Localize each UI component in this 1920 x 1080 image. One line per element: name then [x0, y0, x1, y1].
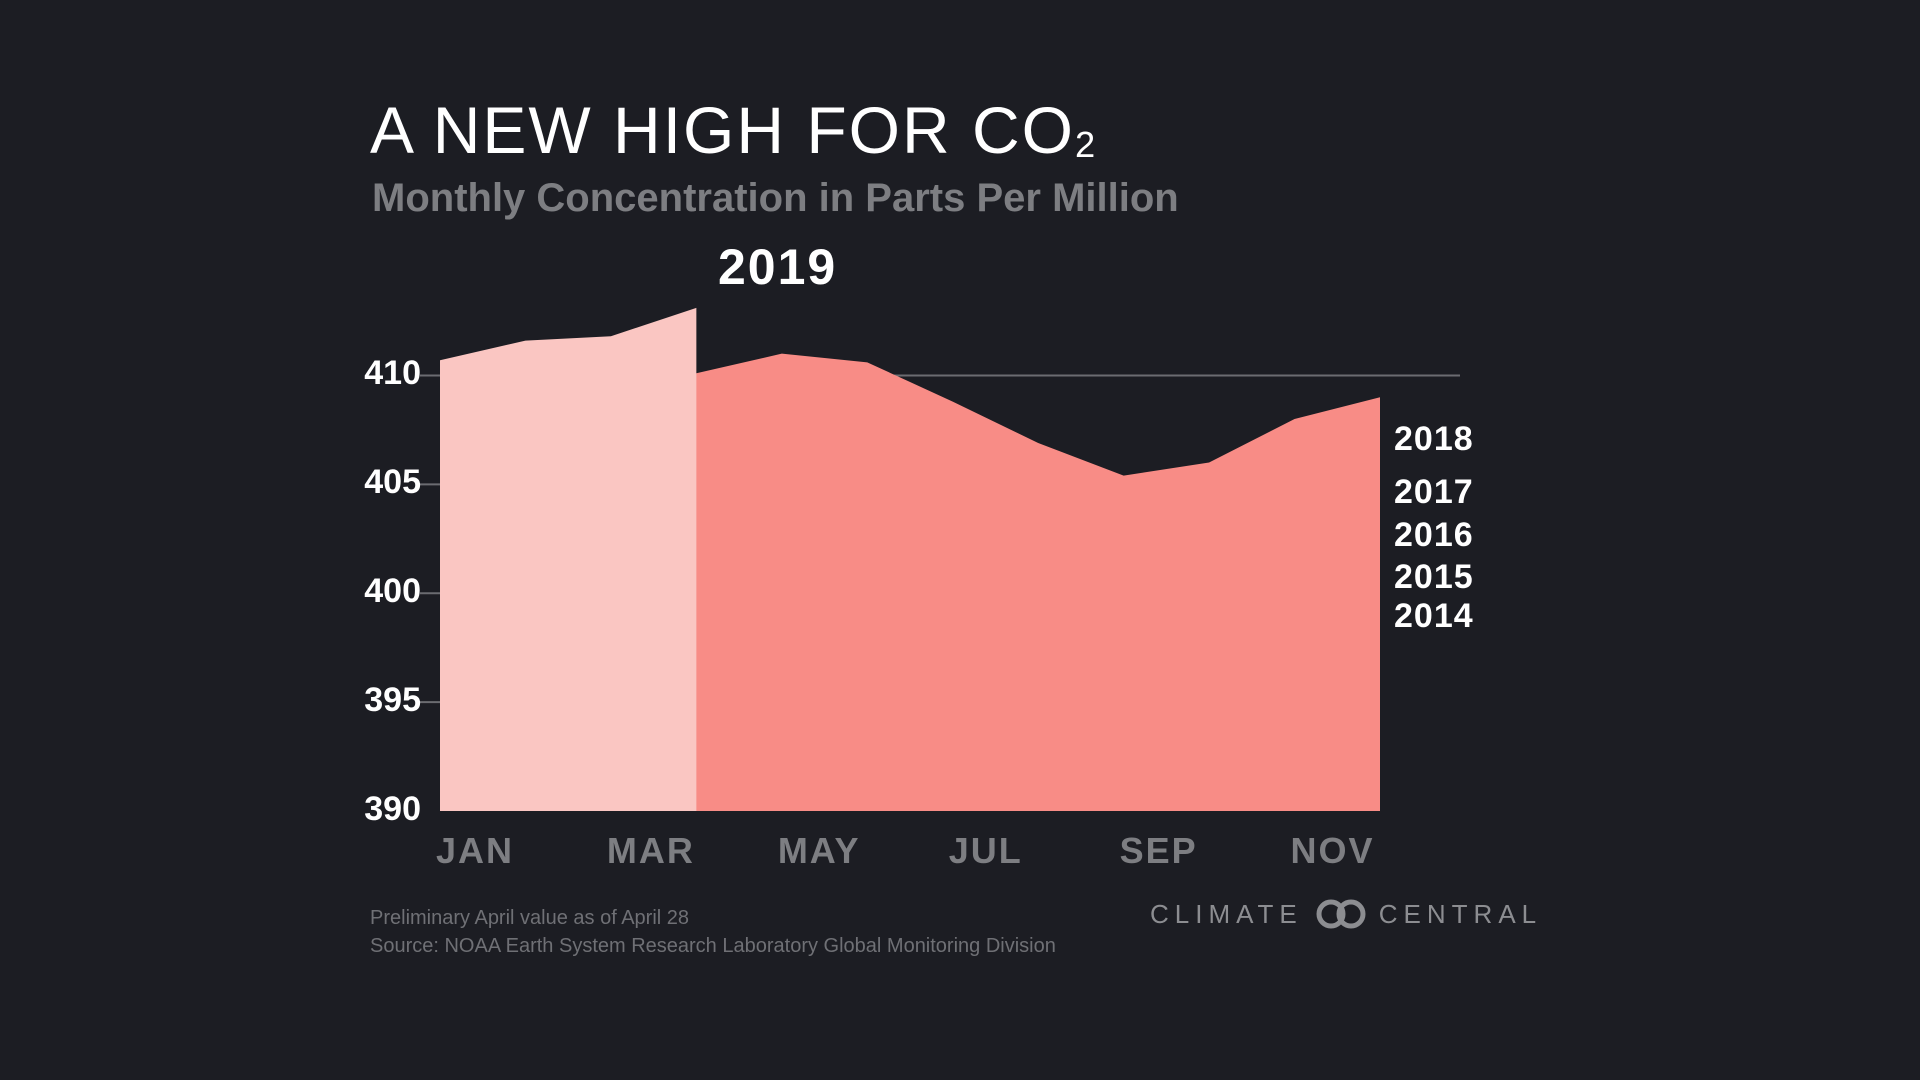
brand-climate-central: CLIMATE CENTRAL: [1150, 898, 1542, 930]
footnote-line2: Source: NOAA Earth System Research Labor…: [370, 932, 1056, 960]
y-tick-label: 410: [341, 354, 421, 393]
x-tick-label: JAN: [436, 830, 514, 872]
series-label-2014: 2014: [1394, 597, 1474, 636]
footnote-line1: Preliminary April value as of April 28: [370, 904, 1056, 932]
source-footnote: Preliminary April value as of April 28 S…: [370, 904, 1056, 960]
y-tick-label: 390: [341, 790, 421, 829]
area-series-2019: [440, 308, 696, 811]
x-tick-label: NOV: [1291, 830, 1375, 872]
series-label-2015: 2015: [1394, 558, 1474, 597]
brand-left-text: CLIMATE: [1150, 899, 1303, 930]
series-label-2017: 2017: [1394, 473, 1474, 512]
series-label-2018: 2018: [1394, 420, 1474, 459]
series-label-2016: 2016: [1394, 516, 1474, 555]
brand-right-text: CENTRAL: [1379, 899, 1542, 930]
y-tick-label: 395: [341, 681, 421, 720]
brand-logo-icon: [1313, 898, 1369, 930]
x-tick-label: MAR: [607, 830, 695, 872]
x-tick-label: JUL: [949, 830, 1023, 872]
x-tick-label: SEP: [1120, 830, 1198, 872]
y-tick-label: 405: [341, 463, 421, 502]
y-tick-label: 400: [341, 572, 421, 611]
x-tick-label: MAY: [778, 830, 861, 872]
